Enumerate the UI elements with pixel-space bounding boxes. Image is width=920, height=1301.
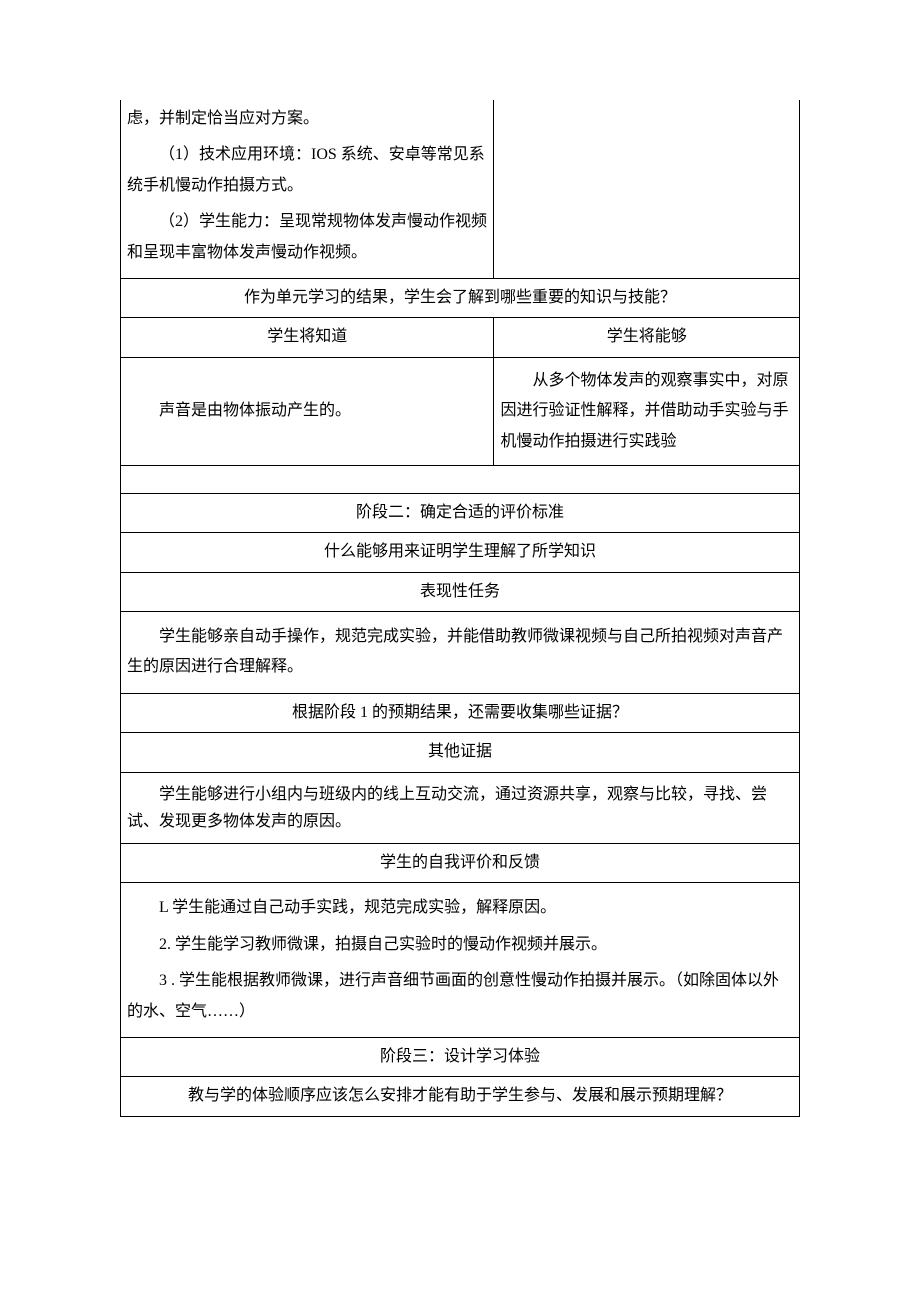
more-evidence-row: 根据阶段 1 的预期结果，还需要收集哪些证据？ bbox=[121, 693, 800, 732]
self-item-3: 3 . 学生能根据教师微课，进行声音细节画面的创意性慢动作拍摄并展示。（如除固体… bbox=[127, 966, 793, 1027]
more-evidence-header-cell: 根据阶段 1 的预期结果，还需要收集哪些证据？ bbox=[121, 693, 800, 732]
cont-line1: 虑，并制定恰当应对方案。 bbox=[127, 104, 487, 134]
self-feedback-header-cell: 学生的自我评价和反馈 bbox=[121, 844, 800, 883]
performance-text: 学生能够亲自动手操作，规范完成实验，并能借助教师微课视频与自己所拍视频对声音产生… bbox=[127, 622, 793, 683]
stage3-header-cell: 阶段三：设计学习体验 bbox=[121, 1037, 800, 1076]
able-body-cell: 从多个物体发声的观察事实中，对原因进行验证性解释，并借助动手实验与手机慢动作拍摄… bbox=[494, 357, 800, 465]
top-left-cell: 虑，并制定恰当应对方案。 （1）技术应用环境：IOS 系统、安卓等常见系统手机慢… bbox=[121, 100, 494, 278]
stage2-row: 阶段二：确定合适的评价标准 bbox=[121, 493, 800, 532]
performance-body-row: 学生能够亲自动手操作，规范完成实验，并能借助教师微课视频与自己所拍视频对声音产生… bbox=[121, 612, 800, 694]
other-evidence-body-cell: 学生能够进行小组内与班级内的线上互动交流，通过资源共享，观察与比较，寻找、尝试、… bbox=[121, 772, 800, 843]
know-header-cell: 学生将知道 bbox=[121, 318, 494, 357]
doc-table: 虑，并制定恰当应对方案。 （1）技术应用环境：IOS 系统、安卓等常见系统手机慢… bbox=[120, 100, 800, 1117]
outcome-header-cell: 作为单元学习的结果，学生会了解到哪些重要的知识与技能？ bbox=[121, 278, 800, 317]
know-body-cell: 声音是由物体振动产生的。 bbox=[121, 357, 494, 465]
stage2-header-cell: 阶段二：确定合适的评价标准 bbox=[121, 493, 800, 532]
performance-body-cell: 学生能够亲自动手操作，规范完成实验，并能借助教师微课视频与自己所拍视频对声音产生… bbox=[121, 612, 800, 694]
top-continuation-row: 虑，并制定恰当应对方案。 （1）技术应用环境：IOS 系统、安卓等常见系统手机慢… bbox=[121, 100, 800, 278]
able-text: 从多个物体发声的观察事实中，对原因进行验证性解释，并借助动手实验与手机慢动作拍摄… bbox=[500, 366, 793, 457]
know-text: 声音是由物体振动产生的。 bbox=[127, 396, 487, 426]
self-feedback-body-cell: L 学生能通过自己动手实践，规范完成实验，解释原因。 2. 学生能学习教师微课，… bbox=[121, 883, 800, 1038]
empty-row bbox=[121, 465, 800, 493]
self-feedback-header-row: 学生的自我评价和反馈 bbox=[121, 844, 800, 883]
stage3-row: 阶段三：设计学习体验 bbox=[121, 1037, 800, 1076]
evidence-header-row: 什么能够用来证明学生理解了所学知识 bbox=[121, 533, 800, 572]
other-evidence-header-cell: 其他证据 bbox=[121, 733, 800, 772]
cont-line3: （2）学生能力：呈现常规物体发声慢动作视频和呈现丰富物体发声慢动作视频。 bbox=[127, 207, 487, 268]
outcome-header-row: 作为单元学习的结果，学生会了解到哪些重要的知识与技能？ bbox=[121, 278, 800, 317]
performance-header-row: 表现性任务 bbox=[121, 572, 800, 611]
top-right-cell bbox=[494, 100, 800, 278]
stage3-question-cell: 教与学的体验顺序应该怎么安排才能有助于学生参与、发展和展示预期理解？ bbox=[121, 1077, 800, 1116]
stage3-question-row: 教与学的体验顺序应该怎么安排才能有助于学生参与、发展和展示预期理解？ bbox=[121, 1077, 800, 1116]
know-able-header-row: 学生将知道 学生将能够 bbox=[121, 318, 800, 357]
cont-line2: （1）技术应用环境：IOS 系统、安卓等常见系统手机慢动作拍摄方式。 bbox=[127, 140, 487, 201]
self-item-1: L 学生能通过自己动手实践，规范完成实验，解释原因。 bbox=[127, 893, 793, 923]
self-feedback-body-row: L 学生能通过自己动手实践，规范完成实验，解释原因。 2. 学生能学习教师微课，… bbox=[121, 883, 800, 1038]
know-able-body-row: 声音是由物体振动产生的。 从多个物体发声的观察事实中，对原因进行验证性解释，并借… bbox=[121, 357, 800, 465]
other-evidence-text: 学生能够进行小组内与班级内的线上互动交流，通过资源共享，观察与比较，寻找、尝试、… bbox=[127, 781, 793, 835]
other-evidence-body-row: 学生能够进行小组内与班级内的线上互动交流，通过资源共享，观察与比较，寻找、尝试、… bbox=[121, 772, 800, 843]
other-evidence-header-row: 其他证据 bbox=[121, 733, 800, 772]
empty-cell bbox=[121, 465, 800, 493]
self-item-2: 2. 学生能学习教师微课，拍摄自己实验时的慢动作视频并展示。 bbox=[127, 930, 793, 960]
evidence-header-cell: 什么能够用来证明学生理解了所学知识 bbox=[121, 533, 800, 572]
performance-header-cell: 表现性任务 bbox=[121, 572, 800, 611]
able-header-cell: 学生将能够 bbox=[494, 318, 800, 357]
